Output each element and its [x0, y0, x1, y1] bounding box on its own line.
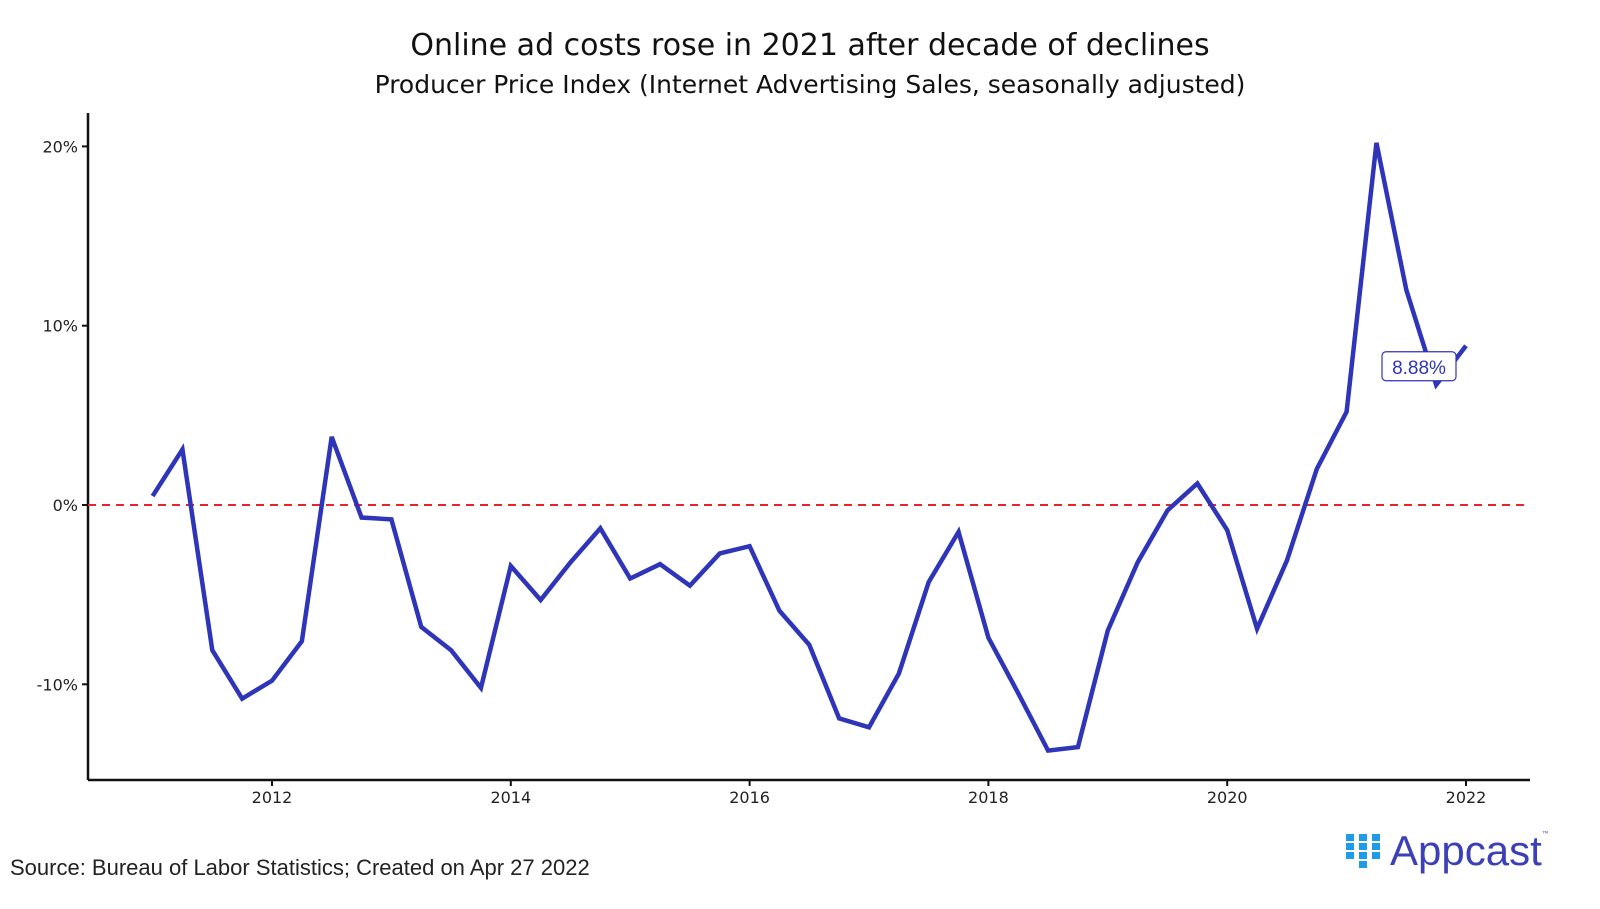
- logo-trademark: ™: [1541, 830, 1550, 839]
- y-tick-label: 20%: [42, 137, 78, 156]
- x-tick-label: 2022: [1446, 788, 1487, 807]
- logo-square: [1346, 834, 1354, 841]
- logo-text: Appcast: [1390, 827, 1542, 874]
- annotation-box: [1381, 351, 1457, 382]
- appcast-logo-mark-icon: [1346, 834, 1380, 868]
- x-tick-label: 2012: [252, 788, 293, 807]
- logo-square: [1359, 861, 1367, 868]
- x-tick-label: 2014: [490, 788, 531, 807]
- y-tick-label: 0%: [53, 496, 78, 515]
- x-tick-label: 2016: [729, 788, 770, 807]
- series-line: [150, 142, 1468, 754]
- chart-subtitle: Producer Price Index (Internet Advertisi…: [374, 70, 1246, 99]
- logo-square: [1346, 843, 1354, 850]
- source-note: Source: Bureau of Labor Statistics; Crea…: [10, 855, 590, 880]
- logo-square: [1372, 843, 1380, 850]
- y-tick-label: -10%: [37, 675, 78, 694]
- appcast-logo: Appcast ™: [1344, 830, 1550, 872]
- annotation-label: 8.88%: [1392, 358, 1446, 379]
- logo-square: [1372, 852, 1380, 859]
- y-tick-label: 10%: [42, 317, 78, 336]
- logo-square: [1359, 834, 1367, 841]
- logo-square: [1359, 852, 1367, 859]
- chart-title: Online ad costs rose in 2021 after decad…: [410, 28, 1210, 63]
- x-tick-label: 2018: [968, 788, 1009, 807]
- logo-square: [1346, 852, 1354, 859]
- logo-square: [1372, 834, 1380, 841]
- logo-square: [1359, 843, 1367, 850]
- x-tick-label: 2020: [1207, 788, 1248, 807]
